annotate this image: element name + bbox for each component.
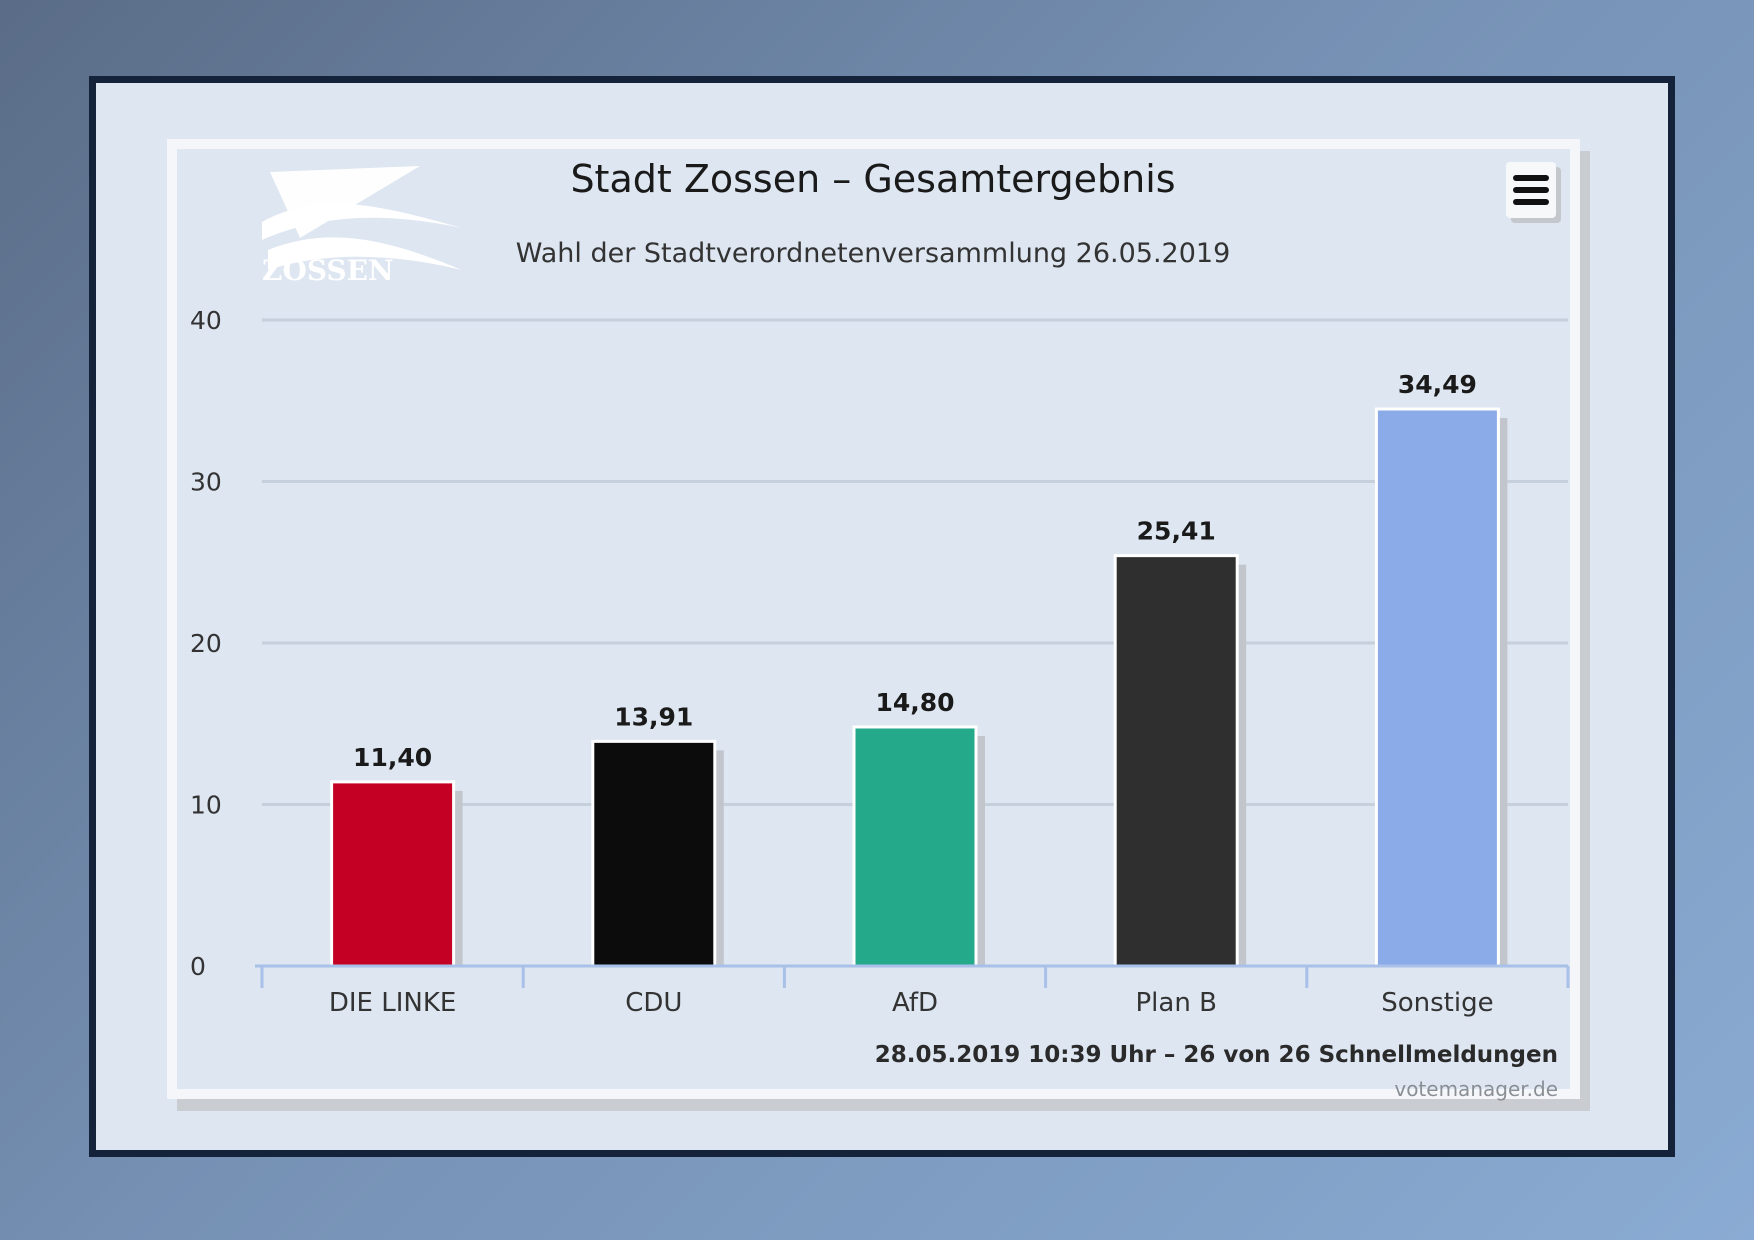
- chart-subtitle: Wahl der Stadtverordnetenversammlung 26.…: [516, 238, 1231, 269]
- data-label: 25,41: [1137, 517, 1216, 546]
- data-label: 34,49: [1398, 370, 1477, 399]
- chart-menu-button[interactable]: [1506, 162, 1556, 218]
- bar[interactable]: [330, 780, 456, 968]
- data-label: 13,91: [614, 702, 693, 731]
- data-label: 11,40: [353, 743, 432, 772]
- bars: 11,40 13,91 14,80 25,41 34,49: [330, 370, 1508, 968]
- x-tick-label: Sonstige: [1381, 988, 1493, 1018]
- x-axis: DIE LINKE CDU AfD Plan B Sonstige: [255, 964, 1570, 1018]
- hamburger-menu-icon-line: [1513, 187, 1549, 193]
- y-tick-label: 30: [190, 468, 222, 497]
- x-tick-label: DIE LINKE: [329, 988, 456, 1018]
- stadt-zossen-logo: STADT ZOSSEN: [262, 166, 462, 287]
- grid-lines: [262, 318, 1568, 806]
- y-tick-label: 10: [190, 791, 222, 820]
- hamburger-menu-icon-line: [1513, 199, 1549, 205]
- chart-title: Stadt Zossen – Gesamtergebnis: [570, 157, 1175, 201]
- bar[interactable]: [1374, 407, 1500, 968]
- chart-credit: votemanager.de: [1394, 1077, 1558, 1101]
- bar[interactable]: [852, 725, 978, 968]
- bar[interactable]: [591, 739, 717, 968]
- logo-line1: STADT: [303, 243, 352, 259]
- logo-line2: ZOSSEN: [262, 254, 394, 287]
- x-tick-label: CDU: [625, 988, 682, 1018]
- y-tick-label: 40: [190, 306, 222, 335]
- y-tick-label: 20: [190, 629, 222, 658]
- y-axis: 0 10 20 30 40: [190, 306, 222, 981]
- chart-footer: 28.05.2019 10:39 Uhr – 26 von 26 Schnell…: [875, 1042, 1558, 1068]
- bar[interactable]: [1113, 554, 1239, 968]
- y-tick-label: 0: [190, 952, 206, 981]
- hamburger-menu-icon: [1513, 175, 1549, 181]
- data-label: 14,80: [875, 688, 954, 717]
- x-tick-label: Plan B: [1135, 988, 1216, 1018]
- x-tick-label: AfD: [892, 988, 938, 1018]
